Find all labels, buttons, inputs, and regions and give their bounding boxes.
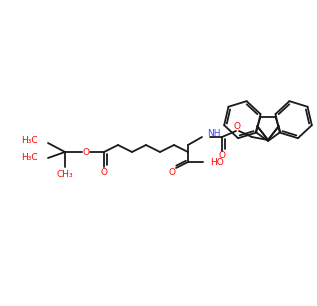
- Text: O: O: [234, 121, 241, 130]
- Text: O: O: [100, 167, 107, 177]
- Text: O: O: [218, 151, 225, 159]
- Text: HO: HO: [210, 158, 224, 166]
- Text: NH: NH: [207, 129, 221, 137]
- Text: CH₃: CH₃: [57, 170, 73, 178]
- Text: H₃C: H₃C: [21, 136, 38, 144]
- Text: H₃C: H₃C: [21, 152, 38, 162]
- Text: O: O: [169, 167, 176, 177]
- Text: O: O: [82, 147, 89, 156]
